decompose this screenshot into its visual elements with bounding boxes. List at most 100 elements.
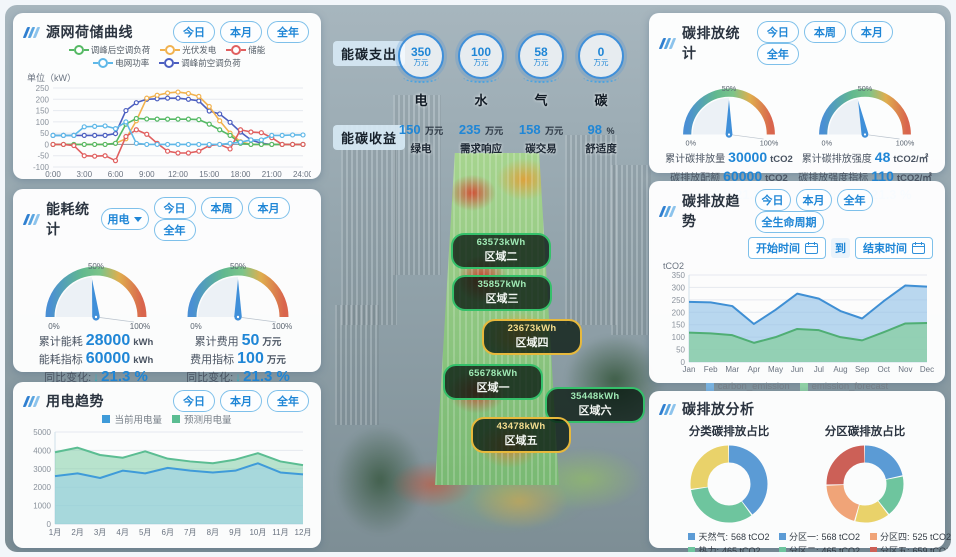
time-filter-button[interactable]: 本周	[803, 21, 846, 43]
legend-item[interactable]: 当前用电量	[102, 412, 162, 426]
donut-title: 分类碳排放占比	[688, 426, 770, 438]
svg-text:4月: 4月	[116, 528, 128, 537]
svg-text:0%: 0%	[686, 138, 697, 147]
legend-swatch-icon	[688, 547, 696, 552]
zone-label[interactable]: 43478kWh 区域五	[471, 417, 571, 453]
legend-swatch-icon	[778, 533, 786, 540]
chart-canvas: -100 -50 0 50 100 150 200 250 0:00 3:00 6:00 9:00 12…	[33, 84, 314, 179]
end-date-input[interactable]: 结束时间	[855, 237, 933, 259]
panel-source-grid-curve: 源网荷储曲线 今日 本月 全年 调峰后空调负荷 光伏发电 储能 电网功率 调峰前空调…	[13, 13, 321, 179]
income-label: 能碳收益	[333, 125, 406, 150]
legend-item[interactable]: 分区四: 525 tCO2	[870, 530, 951, 543]
time-filter-button[interactable]: 本月	[220, 21, 262, 43]
time-filter-button[interactable]: 今日	[756, 21, 799, 43]
legend-item[interactable]: 分区二: 465 tCO2	[778, 544, 860, 552]
time-filter-button[interactable]: 全年	[756, 43, 799, 65]
svg-text:0%: 0%	[48, 322, 60, 331]
svg-text:150: 150	[672, 321, 686, 330]
svg-text:Nov: Nov	[898, 365, 912, 374]
panel-title: 碳排放分析	[682, 401, 755, 417]
legend-swatch-icon	[870, 533, 877, 540]
time-filter-button[interactable]: 今日	[173, 21, 215, 43]
legend-item[interactable]: 调峰前空调负荷	[159, 57, 241, 69]
gauge-chart: 0% 50% 100%	[45, 262, 150, 331]
expense-item: 58 万元气	[511, 33, 571, 109]
date-range-to: 到	[831, 238, 850, 258]
zone-label[interactable]: 65678kWh 区域一	[443, 364, 543, 400]
svg-text:-100: -100	[33, 163, 50, 172]
legend-swatch-icon	[172, 415, 180, 423]
legend-item[interactable]: 光伏发电	[160, 44, 216, 56]
time-filter-button[interactable]: 本月	[247, 197, 290, 219]
panel-energy-stats: 能耗统计 用电 今日 本周 本月全年 0% 50% 100% 累计能耗 28000 kWh 能耗…	[13, 189, 321, 385]
panel-title-icon	[658, 403, 677, 415]
svg-text:6月: 6月	[162, 528, 174, 537]
legend-item[interactable]: 预测用电量	[172, 412, 232, 426]
panel-carbon-trend: 碳排放趋势 今日 本月 全年全生命周期 开始时间 到 结束时间 tCO2 0 50 10…	[649, 181, 945, 392]
gauge-stat-row: 能耗指标 60000 kWh	[38, 350, 154, 367]
expense-item: 0 万元碳	[571, 33, 631, 109]
svg-text:100: 100	[36, 118, 50, 127]
svg-text:250: 250	[36, 84, 50, 93]
start-date-input[interactable]: 开始时间	[748, 237, 826, 259]
svg-text:Apr: Apr	[748, 365, 761, 374]
expense-item: 350 万元电	[391, 33, 451, 109]
time-filter-button[interactable]: 全年	[836, 189, 873, 211]
legend-item[interactable]: 热力: 465 tCO2	[688, 544, 769, 552]
legend-item[interactable]: 天然气: 568 tCO2	[688, 530, 770, 543]
time-filter-button[interactable]: 全年	[153, 219, 196, 241]
svg-text:9:00: 9:00	[139, 170, 155, 179]
time-filter-button[interactable]: 今日	[153, 197, 196, 219]
gauge-yoy-row: 同比变化:↓21.3 %	[186, 368, 290, 385]
legend-item[interactable]: 分区一: 568 tCO2	[778, 530, 860, 543]
time-filter-button[interactable]: 全生命周期	[754, 211, 824, 233]
time-filter-button[interactable]: 今日	[754, 189, 791, 211]
expense-item: 100 万元水	[451, 33, 511, 109]
svg-text:12:00: 12:00	[168, 170, 189, 179]
zone-label[interactable]: 35448kWh 区域六	[545, 387, 645, 423]
expense-circle: 0 万元	[578, 33, 624, 83]
dashboard: 63573kWh 区域二 35857kWh 区域三 23673kWh 区域四 65678kW…	[5, 5, 951, 552]
city-photo: 63573kWh 区域二 35857kWh 区域三 23673kWh 区域四 65678kW…	[5, 5, 951, 552]
svg-text:21:00: 21:00	[262, 170, 283, 179]
legend-item[interactable]: emission_forecast	[799, 381, 888, 392]
svg-text:350: 350	[672, 271, 686, 280]
time-filter-button[interactable]: 本月	[220, 390, 262, 412]
arrow-down-icon: ↓	[235, 370, 242, 384]
legend-item[interactable]: 分区五: 659 tCO2	[870, 544, 951, 552]
svg-text:4000: 4000	[33, 446, 51, 455]
panel-power-trend: 用电趋势 今日 本月 全年 当前用电量 预测用电量 0 1000 2000 3000 4000…	[13, 382, 321, 548]
legend-item[interactable]: carbon_emission	[705, 381, 790, 392]
zone-label[interactable]: 23673kWh 区域四	[482, 319, 582, 355]
donut-title: 分区碳排放占比	[824, 426, 906, 438]
time-filter-button[interactable]: 本月	[795, 189, 832, 211]
svg-text:150: 150	[36, 107, 50, 116]
background-building	[335, 305, 379, 425]
zone-label[interactable]: 35857kWh 区域三	[452, 275, 552, 311]
time-filter-button[interactable]: 全年	[267, 390, 309, 412]
chart-canvas: 0 50 100 150 200 250 300 350 Jan Feb Mar Apr May Jun J…	[672, 271, 934, 374]
svg-text:10月: 10月	[249, 528, 266, 537]
svg-text:12月: 12月	[295, 528, 311, 537]
time-filter-button[interactable]: 本周	[200, 197, 243, 219]
time-filter-button[interactable]: 今日	[173, 390, 215, 412]
donut-chart	[826, 445, 904, 523]
legend-marker-icon	[98, 58, 109, 68]
svg-text:Feb: Feb	[704, 365, 718, 374]
time-filter-button[interactable]: 全年	[267, 21, 309, 43]
time-filter-button[interactable]: 本月	[850, 21, 893, 43]
zone-label[interactable]: 63573kWh 区域二	[451, 233, 551, 269]
svg-text:9月: 9月	[229, 528, 241, 537]
legend-item[interactable]: 储能	[226, 44, 265, 56]
svg-text:3:00: 3:00	[76, 170, 92, 179]
energy-carbon-band: 能碳支出 能碳收益 350 万元电 100 万元水 58 万元气 0 万元碳 150 万元 绿电…	[331, 5, 647, 170]
legend-item[interactable]: 调峰后空调负荷	[68, 44, 150, 56]
energy-type-dropdown[interactable]: 用电	[100, 208, 149, 230]
legend-item[interactable]: 电网功率	[93, 57, 149, 69]
legend-swatch-icon	[688, 533, 696, 540]
svg-text:May: May	[768, 365, 783, 374]
gauge-stat-row: 累计能耗 28000 kWh	[38, 332, 154, 349]
